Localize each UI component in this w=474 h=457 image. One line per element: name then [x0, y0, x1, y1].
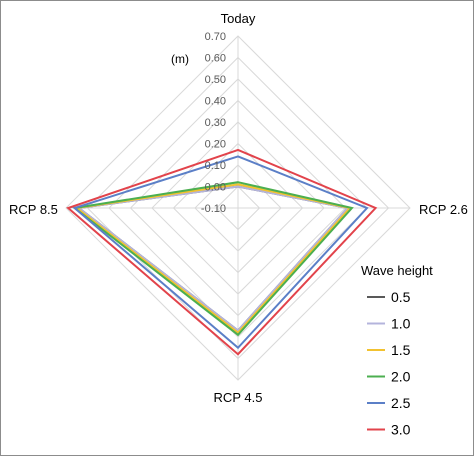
category-label-rcp85: RCP 8.5 [9, 202, 58, 217]
tick-label: 0.30 [205, 117, 226, 129]
tick-label: 0.40 [205, 96, 226, 108]
series-line-3-0 [66, 148, 378, 356]
series-line-2-0 [72, 181, 354, 337]
category-label-rcp26: RCP 2.6 [419, 202, 468, 217]
tick-label: -0.10 [201, 203, 226, 215]
tick-label: 0.10 [205, 160, 226, 172]
tick-label: 0.50 [205, 74, 226, 86]
radial-tick-labels: 0.70 0.60 0.50 0.40 0.30 0.20 0.10 0.00 -0.10 [201, 31, 226, 215]
legend-label: 2.5 [391, 395, 411, 411]
legend-label: 1.0 [391, 316, 411, 332]
radar-grid [65, 35, 411, 381]
legend-label: 2.0 [391, 369, 411, 385]
legend-label: 1.5 [391, 342, 411, 358]
tick-label: 0.60 [205, 53, 226, 65]
legend-label: 0.5 [391, 289, 411, 305]
tick-label: 0.70 [205, 31, 226, 43]
legend-label: 3.0 [391, 422, 411, 438]
tick-label: 0.20 [205, 139, 226, 151]
category-label-today: Today [221, 11, 256, 26]
category-label-rcp45: RCP 4.5 [214, 390, 263, 405]
series-line-2-5 [72, 155, 369, 350]
legend: Wave height 0.5 1.0 1.5 2.0 2.5 3.0 [361, 263, 433, 438]
tick-label: 0.00 [205, 182, 226, 194]
radar-series [66, 148, 378, 356]
unit-label: (m) [171, 52, 189, 66]
legend-title: Wave height [361, 263, 433, 278]
